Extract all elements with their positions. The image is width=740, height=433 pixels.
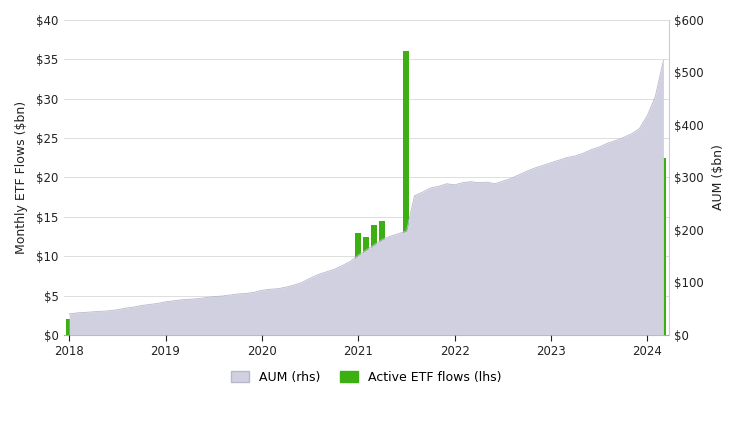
Bar <box>66 319 73 335</box>
Bar <box>395 264 401 335</box>
Bar <box>532 272 538 335</box>
Bar <box>355 233 361 335</box>
Bar <box>371 225 377 335</box>
Bar <box>323 296 329 335</box>
Bar <box>612 276 618 335</box>
Bar <box>107 321 112 335</box>
Bar <box>283 321 289 335</box>
Bar <box>451 304 457 335</box>
Bar <box>588 276 594 335</box>
Bar <box>74 321 80 335</box>
Bar <box>660 158 667 335</box>
Y-axis label: Monthly ETF Flows ($bn): Monthly ETF Flows ($bn) <box>15 101 28 254</box>
Bar <box>98 321 104 335</box>
Bar <box>443 296 450 335</box>
Bar <box>508 272 514 335</box>
Bar <box>332 300 337 335</box>
Bar <box>516 280 522 335</box>
Bar <box>548 288 554 335</box>
Bar <box>524 248 530 335</box>
Y-axis label: AUM ($bn): AUM ($bn) <box>712 145 725 210</box>
Legend: AUM (rhs), Active ETF flows (lhs): AUM (rhs), Active ETF flows (lhs) <box>226 365 507 388</box>
Bar <box>636 236 642 335</box>
Bar <box>275 319 281 335</box>
Bar <box>291 311 297 335</box>
Bar <box>82 320 88 335</box>
Bar <box>219 326 225 335</box>
Bar <box>388 296 394 335</box>
Bar <box>307 300 313 335</box>
Bar <box>115 319 121 335</box>
Bar <box>155 321 161 335</box>
Bar <box>251 323 257 335</box>
Bar <box>411 240 417 335</box>
Bar <box>620 256 626 335</box>
Bar <box>235 323 241 335</box>
Bar <box>436 288 442 335</box>
Bar <box>476 284 482 335</box>
Bar <box>564 284 570 335</box>
Bar <box>556 291 562 335</box>
Bar <box>347 291 353 335</box>
Bar <box>259 323 265 335</box>
Bar <box>580 288 586 335</box>
Bar <box>315 300 321 335</box>
Bar <box>226 324 233 335</box>
Bar <box>163 305 169 335</box>
Bar <box>540 296 546 335</box>
Bar <box>572 291 578 335</box>
Bar <box>195 331 201 335</box>
Bar <box>645 252 650 335</box>
Bar <box>484 300 490 335</box>
Bar <box>492 276 498 335</box>
Bar <box>403 52 409 335</box>
Bar <box>380 221 386 335</box>
Bar <box>460 260 465 335</box>
Bar <box>605 280 610 335</box>
Bar <box>203 323 209 335</box>
Bar <box>628 244 634 335</box>
Bar <box>596 252 602 335</box>
Bar <box>500 236 506 335</box>
Bar <box>339 291 346 335</box>
Bar <box>211 321 217 335</box>
Bar <box>428 264 434 335</box>
Bar <box>138 319 144 335</box>
Bar <box>122 319 129 335</box>
Bar <box>267 315 273 335</box>
Bar <box>90 322 96 335</box>
Bar <box>363 236 369 335</box>
Bar <box>147 320 152 335</box>
Bar <box>243 322 249 335</box>
Bar <box>171 319 177 335</box>
Bar <box>178 322 184 335</box>
Bar <box>420 296 426 335</box>
Bar <box>186 326 192 335</box>
Bar <box>299 307 305 335</box>
Bar <box>468 284 474 335</box>
Bar <box>653 209 659 335</box>
Bar <box>130 320 136 335</box>
